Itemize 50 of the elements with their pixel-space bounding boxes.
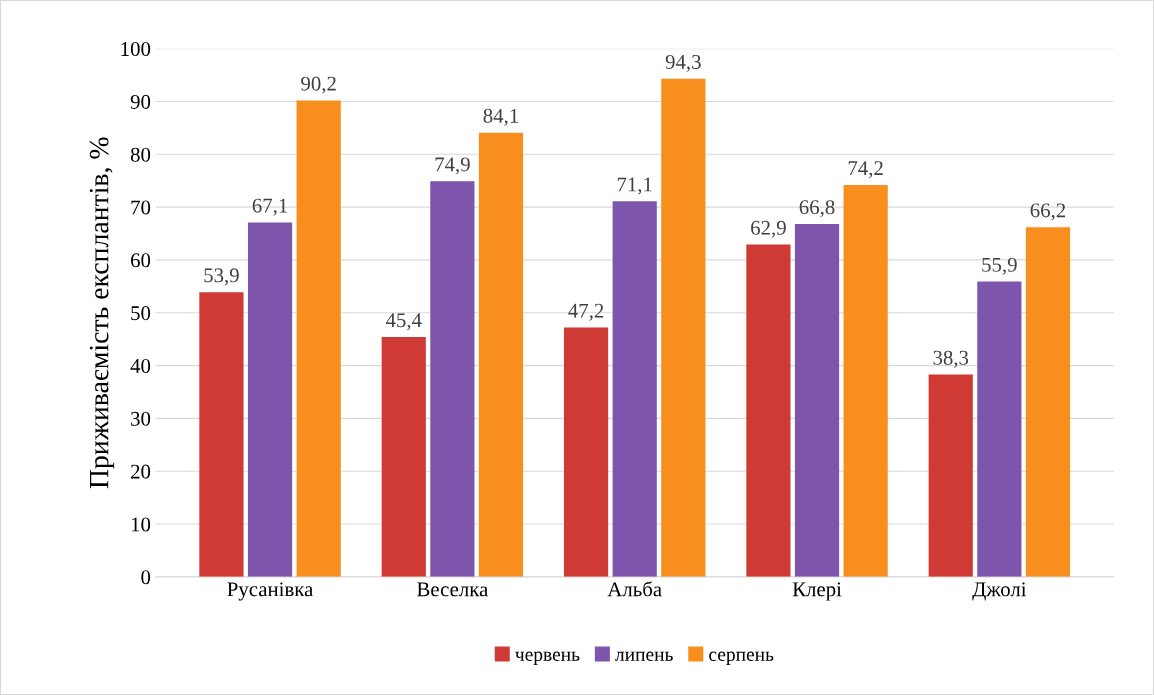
y-axis-title: Приживаємість експлантів, % [89,137,115,489]
y-tick-label: 20 [131,464,151,479]
y-tick-label: 30 [131,411,151,426]
y-tick-label: 10 [131,517,151,532]
legend-label: липень [615,651,673,661]
y-tick-label: 40 [130,358,151,373]
data-label: 66,2 [1030,203,1066,221]
data-label: 38,3 [933,350,969,368]
bar [977,281,1022,577]
y-tick-label: 90 [130,94,151,109]
y-tick-label: 60 [130,253,151,268]
data-label: 66,8 [799,200,835,218]
data-label: 94,3 [665,54,701,72]
bar [247,222,293,577]
x-tick-label: Джолі [972,582,1027,601]
bar [478,132,524,577]
y-tick-label: 50 [131,306,151,321]
x-tick-label: Русанівка [227,582,314,601]
bar [794,224,840,577]
legend-label: червень [515,651,580,665]
data-label: 67,1 [252,198,288,216]
x-tick-label: Клері [792,582,842,601]
bar [199,292,244,577]
legend-label: серпень [709,651,774,665]
data-label: 45,4 [385,313,422,331]
data-label: 90,2 [301,76,336,94]
data-label: 74,9 [435,157,470,175]
data-label: 53,9 [204,268,239,286]
data-label: 84,1 [483,108,518,126]
bar [381,337,426,577]
y-tick-label: 80 [130,147,151,162]
data-label: 71,1 [617,177,652,195]
data-label: 62,9 [751,220,786,238]
bar [563,327,609,577]
y-tick-label: 0 [141,570,151,585]
bar [612,201,657,577]
bar [928,374,973,577]
bar [661,78,706,577]
y-tick-label: 70 [131,200,151,215]
data-label: 55,9 [982,257,1017,275]
bar [296,100,341,577]
bar [430,181,475,577]
data-label: 47,2 [568,303,604,321]
bar [746,244,791,577]
bar [1025,227,1071,577]
x-tick-label: Альба [607,581,662,597]
data-label: 74,2 [848,161,883,179]
y-tick-label: 100 [121,42,151,57]
bar [843,184,888,577]
x-tick-label: Веселка [417,582,489,597]
